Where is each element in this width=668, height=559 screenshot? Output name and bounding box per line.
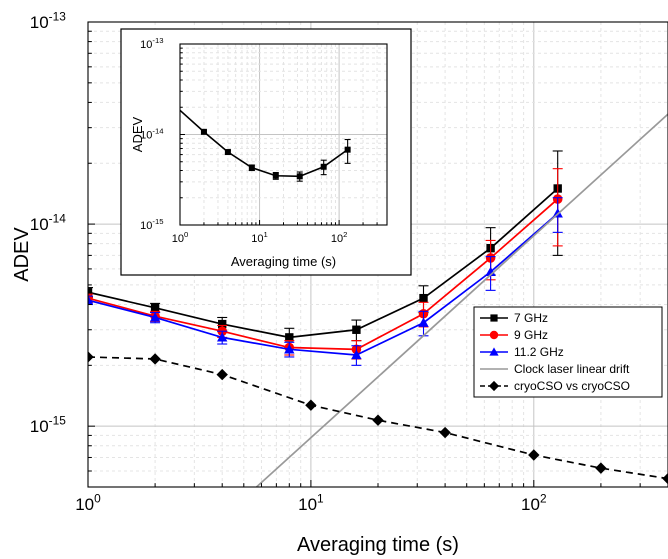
main-point [216, 368, 228, 381]
main-point [485, 266, 496, 277]
main-x-tick-label: 100 [75, 491, 101, 514]
inset-point [200, 128, 207, 135]
inset-y-tick-label: 10-15 [140, 217, 163, 232]
main-point [351, 349, 362, 360]
inset-point [248, 164, 255, 171]
main-series-line-1 [88, 198, 559, 351]
inset-grid [180, 44, 387, 225]
main-y-tick-label: 10-13 [30, 9, 66, 32]
main-point [88, 351, 94, 363]
main-point [149, 312, 161, 322]
inset-ticks [179, 43, 388, 226]
inset-x-tick-label: 102 [331, 230, 348, 245]
main-series-4 [88, 351, 668, 485]
main-legend-label: 9 GHz [514, 328, 548, 342]
main-series-line-0 [88, 187, 559, 339]
main-point [552, 208, 563, 218]
inset-point [320, 163, 327, 170]
inset-chart: 100 101 102 10-15 10-14 10-13 Averaging time (… [120, 28, 412, 276]
main-plot [88, 113, 668, 487]
inset-y-axis-label: ADEV [130, 116, 145, 152]
main-point [418, 317, 429, 327]
main-point [372, 414, 384, 426]
main-point [217, 319, 227, 329]
main-legend-marker [489, 330, 499, 340]
main-legend-marker [490, 314, 498, 322]
main-legend-marker [489, 347, 499, 356]
main-y-tick-label: 10-14 [30, 211, 66, 234]
main-point [595, 462, 607, 474]
main-series-line-4 [88, 356, 668, 480]
main-legend-label: 7 GHz [514, 311, 548, 325]
inset-x-tick-label: 101 [251, 230, 268, 245]
main-point [352, 325, 361, 334]
main-legend-marker [488, 380, 500, 392]
main-point [285, 333, 294, 342]
main-point [439, 426, 451, 439]
main-y-axis-label: ADEV [11, 227, 33, 282]
inset-point [272, 172, 279, 179]
inset-y-tick-label: 10-14 [140, 126, 164, 141]
main-point [149, 353, 161, 365]
main-point [150, 303, 160, 313]
inset-y-tick-label: 10-13 [140, 36, 163, 51]
inset-point [344, 146, 351, 153]
main-series-3 [255, 113, 668, 487]
main-x-tick-label: 102 [521, 491, 547, 514]
main-point [305, 399, 317, 411]
inset-series-line-0 [180, 109, 349, 178]
main-series-line-2 [88, 212, 559, 356]
inset-frame [120, 28, 412, 276]
inset-plot [180, 109, 351, 182]
main-legend-label: 11.2 GHz [514, 345, 564, 359]
main-point [216, 332, 228, 342]
inset-point [224, 149, 231, 156]
main-point [528, 449, 540, 461]
main-ticks [87, 21, 668, 488]
main-point [419, 293, 428, 303]
inset-x-tick-label: 100 [172, 230, 189, 245]
main-x-axis-label: Averaging time (s) [297, 534, 459, 556]
main-legend-label: Clock laser linear drift [514, 362, 630, 376]
main-legend: 7 GHz 9 GHz 11.2 GHz Clock laser linear dri… [473, 306, 663, 398]
inset-series-0 [180, 109, 351, 182]
main-y-tick-label: 10-15 [30, 413, 66, 436]
main-point [284, 344, 295, 354]
inset-point [296, 173, 303, 180]
main-series-line-3 [255, 113, 668, 487]
main-point [88, 295, 94, 305]
main-x-tick-label: 101 [298, 491, 324, 514]
main-point [88, 288, 93, 297]
main-legend-label: cryoCSO vs cryoCSO [514, 379, 630, 393]
inset-x-axis-label: Averaging time (s) [231, 254, 336, 269]
main-point [662, 472, 668, 485]
